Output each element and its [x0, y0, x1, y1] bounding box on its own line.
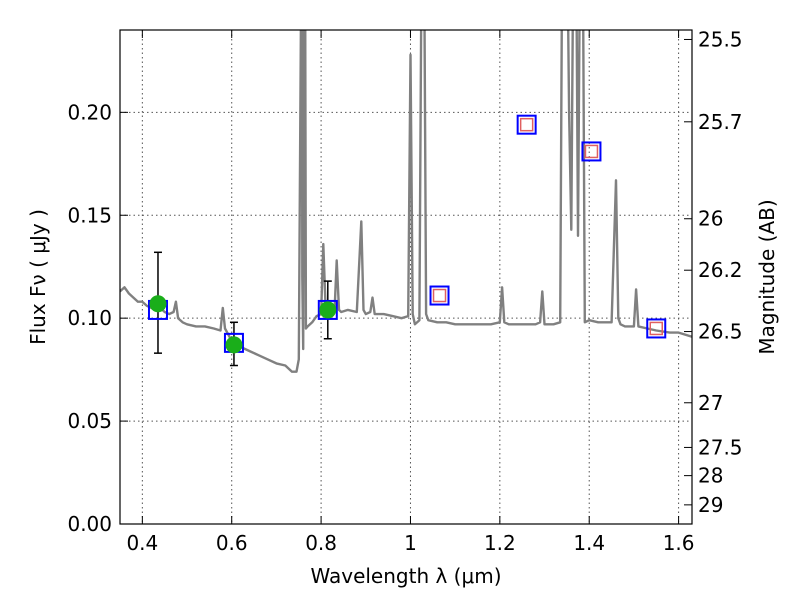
- photometry-points: [147, 114, 667, 367]
- y2-tick-label: 28: [698, 464, 723, 488]
- x-tick-label: 1.4: [573, 531, 605, 555]
- observed-point: [225, 336, 243, 354]
- x-tick-label: 0.6: [216, 531, 248, 555]
- predicted-square-outer: [581, 141, 602, 162]
- y2-tick-label: 27.5: [698, 435, 743, 459]
- y2-tick-label: 26.2: [698, 258, 743, 282]
- predicted-square-inner: [649, 321, 663, 336]
- predicted-square-outer: [516, 114, 537, 135]
- y2-tick-label: 25.5: [698, 27, 743, 51]
- grid: [120, 30, 692, 525]
- observed-point: [149, 295, 167, 313]
- x-axis-title: Wavelength λ (μm): [310, 564, 501, 588]
- x-tick-label: 0.4: [126, 531, 158, 555]
- x-tick-label: 1: [404, 531, 417, 555]
- x-tick-label: 0.8: [305, 531, 337, 555]
- y-tick-label: 0.00: [67, 512, 112, 536]
- y2-tick-label: 26: [698, 207, 723, 231]
- plot-frame: [119, 29, 693, 525]
- observed-point: [319, 301, 337, 319]
- predicted-square-outer: [429, 285, 450, 306]
- y-tick-label: 0.05: [67, 409, 112, 433]
- predicted-square-inner: [432, 288, 447, 303]
- y-tick-label: 0.10: [67, 306, 112, 330]
- x-tick-label: 1.2: [484, 531, 516, 555]
- predicted-square-inner: [519, 117, 534, 132]
- predicted-square-inner: [584, 144, 599, 159]
- model-square: [646, 318, 667, 339]
- y2-tick-label: 27: [698, 391, 723, 415]
- y2-tick-label: 25.7: [698, 110, 743, 134]
- y-tick-label: 0.15: [67, 203, 112, 227]
- y-tick-label: 0.20: [67, 100, 112, 124]
- axis-ticks: 0.4 0.6 0.8 1 1.2 1.4 1.6 0.00 0.05 0.10 0.15 0.20 2…: [67, 27, 742, 555]
- y2-tick-label: 26.5: [698, 320, 743, 344]
- model-square: [317, 299, 338, 320]
- template-spectrum: [120, 30, 692, 373]
- y2-axis-title: Magnitude (AB): [755, 199, 779, 354]
- x-tick-label: 1.6: [663, 531, 695, 555]
- y2-tick-label: 29: [698, 493, 723, 517]
- spectrum-line: [120, 30, 692, 373]
- y-axis-title: Flux Fν ( μJy ): [26, 209, 50, 345]
